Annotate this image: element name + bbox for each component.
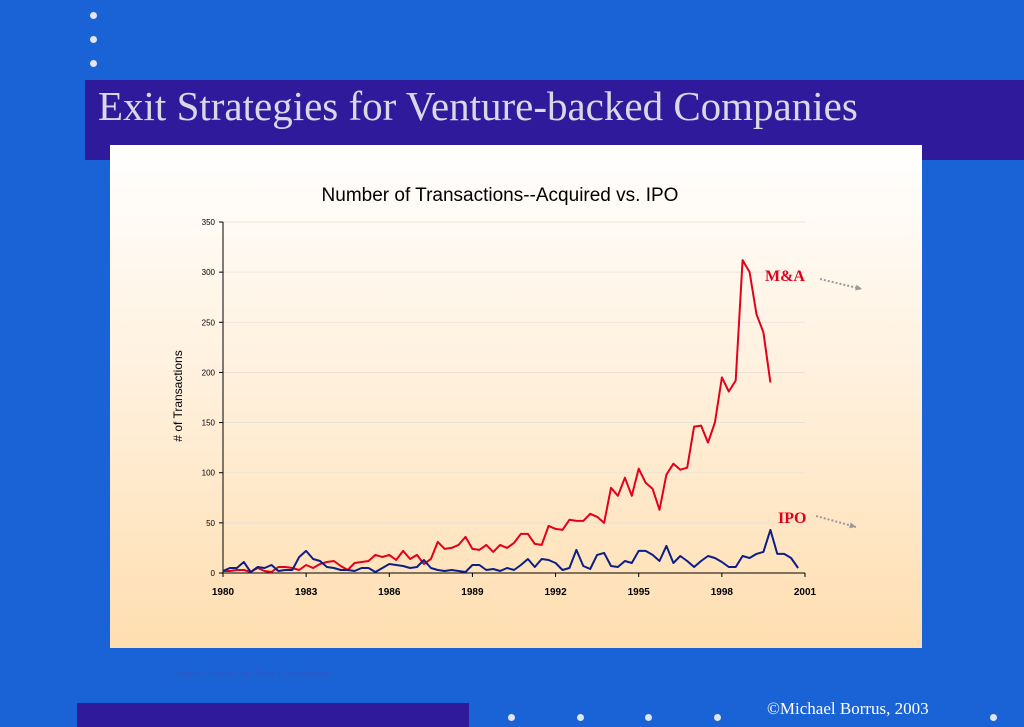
x-tick-label: 1995 xyxy=(628,587,651,598)
x-tick-label: 1986 xyxy=(378,587,401,598)
y-tick-label: 350 xyxy=(202,218,216,227)
x-tick-label: 2001 xyxy=(794,587,817,598)
bottom-band xyxy=(77,703,469,727)
annotation-arrow xyxy=(819,278,863,290)
source-note: Source: Securities Data Corporation xyxy=(172,668,332,680)
grid-layer xyxy=(223,221,805,524)
x-tick-label: 1989 xyxy=(461,587,484,598)
bullet-dot xyxy=(508,714,515,721)
line-chart: Number of Transactions--Acquired vs. IPO… xyxy=(171,185,863,598)
chart-title: Number of Transactions--Acquired vs. IPO xyxy=(322,185,679,206)
y-axis-label: # of Transactions xyxy=(171,350,185,441)
bullet-dot xyxy=(990,714,997,721)
series-annotation-label: IPO xyxy=(778,510,806,527)
annotation-arrow xyxy=(815,515,857,528)
bullet-dot xyxy=(90,12,97,19)
x-tick-label: 1998 xyxy=(711,587,734,598)
series-line-ipo xyxy=(222,528,799,573)
copyright-text: ©Michael Borrus, 2003 xyxy=(767,699,929,718)
annotation-layer: M&A IPO xyxy=(765,268,863,529)
slide-title: Exit Strategies for Venture-backed Compa… xyxy=(98,83,858,129)
arrowhead-icon xyxy=(849,522,856,529)
bullet-dot xyxy=(90,36,97,43)
series-line-m-a xyxy=(223,259,772,573)
y-tick-label: 250 xyxy=(202,318,216,327)
arrowhead-icon xyxy=(855,284,862,291)
y-tick-label: 150 xyxy=(202,419,216,428)
chart-panel: Number of Transactions--Acquired vs. IPO… xyxy=(110,145,922,648)
x-tick-label: 1983 xyxy=(295,587,318,598)
bullet-dot xyxy=(90,60,97,67)
series-layer xyxy=(222,259,799,573)
bullet-dot xyxy=(577,714,584,721)
y-tick-label: 200 xyxy=(202,368,216,377)
y-tick-label: 50 xyxy=(206,519,215,528)
series-annotation-label: M&A xyxy=(765,268,805,285)
x-tick-label: 1980 xyxy=(212,587,235,598)
y-tick-label: 0 xyxy=(211,569,216,578)
bullet-dot xyxy=(645,714,652,721)
axes-layer: 0 50 100 150 200 250 300 350 1980 1983 1986 1989 199… xyxy=(202,218,817,598)
y-tick-label: 300 xyxy=(202,268,216,277)
x-tick-label: 1992 xyxy=(544,587,567,598)
bullet-dot xyxy=(714,714,721,721)
y-tick-label: 100 xyxy=(202,469,216,478)
